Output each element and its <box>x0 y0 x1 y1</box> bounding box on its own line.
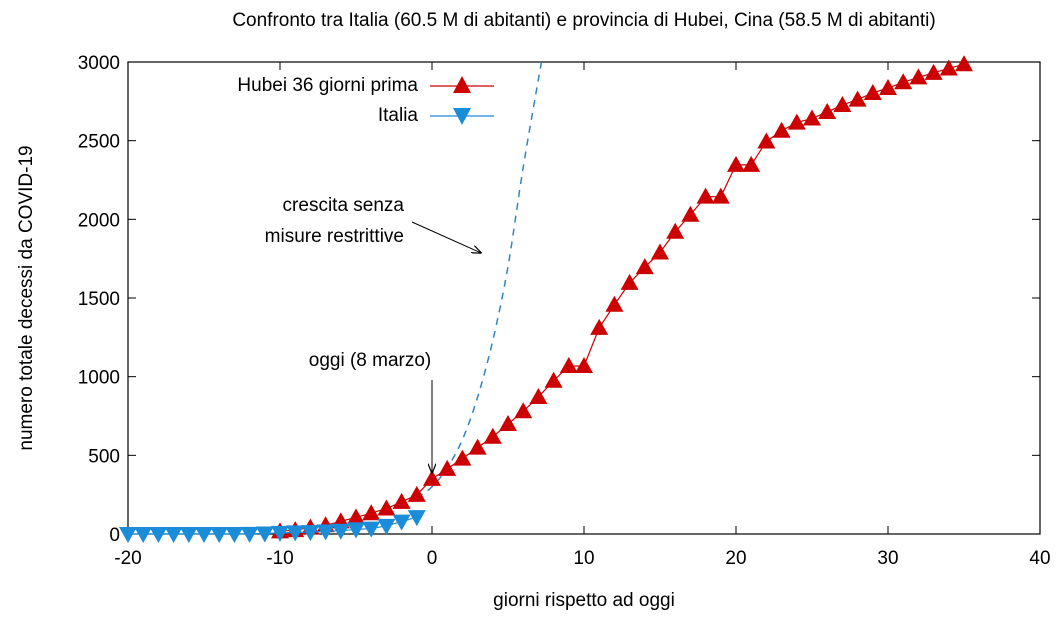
hubei-point <box>894 73 913 90</box>
hubei-point <box>848 90 867 107</box>
hubei-point <box>666 222 685 239</box>
italia-point <box>149 527 168 543</box>
hubei-point <box>499 415 517 432</box>
y-tick-label: 2000 <box>78 210 120 231</box>
italia-point <box>134 527 153 543</box>
hubei-point <box>529 387 548 404</box>
annotation-growth: crescita senza misure restrittive <box>265 195 481 253</box>
annotation-today: oggi (8 marzo) <box>309 350 432 473</box>
plot-frame <box>127 61 1041 535</box>
italia-point <box>347 522 365 539</box>
hubei-point <box>605 295 624 312</box>
hubei-point <box>939 59 958 76</box>
annotation-today-text: oggi (8 marzo) <box>309 350 432 371</box>
italia-point <box>255 526 274 543</box>
hubei-point <box>803 109 821 126</box>
x-tick-label: 40 <box>1029 548 1050 569</box>
chart-title: Confronto tra Italia (60.5 M di abitanti… <box>232 10 935 31</box>
italia-point <box>286 525 305 542</box>
italia-point <box>301 525 320 542</box>
hubei-point <box>772 121 791 138</box>
italia-point <box>240 526 259 543</box>
annotation-growth-line2: misure restrittive <box>265 226 404 247</box>
hubei-point <box>590 318 609 335</box>
hubei-point <box>483 427 502 444</box>
italia-point <box>392 514 411 531</box>
y-tick-label: 1500 <box>78 289 120 310</box>
hubei-point <box>559 356 578 373</box>
annotation-growth-line1: crescita senza <box>283 195 405 216</box>
hubei-point <box>696 187 715 204</box>
y-tick-label: 1000 <box>78 368 120 389</box>
x-tick-label: 0 <box>427 548 438 569</box>
series-italia-group <box>119 510 426 543</box>
legend: Hubei 36 giorni prima Italia <box>237 75 494 126</box>
projection-curve-group <box>416 61 543 499</box>
hubei-point <box>514 402 533 419</box>
legend-marker-hubei <box>453 76 471 93</box>
hubei-point <box>620 273 639 290</box>
italia-point <box>377 518 396 535</box>
hubei-point <box>392 492 411 509</box>
hubei-point <box>423 469 441 486</box>
y-tick-label: 0 <box>109 525 120 546</box>
x-tick-label: -10 <box>266 548 293 569</box>
hubei-line <box>279 63 965 532</box>
hubei-point <box>787 113 806 130</box>
hubei-point <box>544 371 563 388</box>
italia-point <box>225 527 244 543</box>
hubei-point <box>347 508 365 525</box>
hubei-point <box>727 155 745 172</box>
hubei-point <box>711 187 730 204</box>
y-tick-label: 3000 <box>78 53 120 74</box>
hubei-point <box>818 103 837 120</box>
hubei-point <box>833 95 852 112</box>
hubei-point <box>742 155 761 172</box>
hubei-point <box>924 63 943 80</box>
hubei-point <box>575 356 593 373</box>
x-tick-label: 10 <box>573 548 594 569</box>
italia-point <box>362 521 381 538</box>
legend-marker-italia <box>453 108 471 125</box>
projection-curve <box>416 61 543 499</box>
annotation-growth-arrow <box>411 221 481 253</box>
hubei-point <box>438 459 457 476</box>
italia-point <box>119 527 137 543</box>
legend-label-italia: Italia <box>378 105 419 126</box>
x-tick-label: 20 <box>725 548 746 569</box>
hubei-point <box>468 438 487 455</box>
italia-point <box>316 524 335 541</box>
y-axis-label: numero totale decessi da COVID-19 <box>16 145 37 450</box>
y-tick-label: 2500 <box>78 132 120 153</box>
y-tick-label: 500 <box>88 446 120 467</box>
hubei-point <box>681 205 700 222</box>
hubei-point <box>362 504 381 521</box>
italia-point <box>407 510 426 527</box>
italia-point <box>210 527 229 543</box>
x-tick-label: -20 <box>114 548 141 569</box>
hubei-point <box>909 68 928 85</box>
hubei-point <box>651 243 669 260</box>
hubei-point <box>863 83 882 100</box>
hubei-point <box>757 132 776 149</box>
hubei-point <box>955 55 973 72</box>
italia-point <box>164 527 183 543</box>
legend-label-hubei: Hubei 36 giorni prima <box>237 75 418 96</box>
x-tick-label: 30 <box>877 548 898 569</box>
italia-point <box>179 527 198 543</box>
x-axis-label: giorni rispetto ad oggi <box>493 590 675 611</box>
hubei-point <box>635 258 654 275</box>
hubei-point <box>407 485 426 502</box>
axis-ticks: -20 -10 0 10 20 30 40 0 500 1000 1500 2000 2500 3000 <box>78 53 1051 569</box>
hubei-point <box>377 499 396 516</box>
hubei-point <box>879 78 897 95</box>
italia-point <box>331 523 350 540</box>
series-hubei-group <box>271 55 973 539</box>
italia-point <box>271 525 289 542</box>
hubei-point <box>453 449 472 466</box>
italia-point <box>195 527 213 543</box>
